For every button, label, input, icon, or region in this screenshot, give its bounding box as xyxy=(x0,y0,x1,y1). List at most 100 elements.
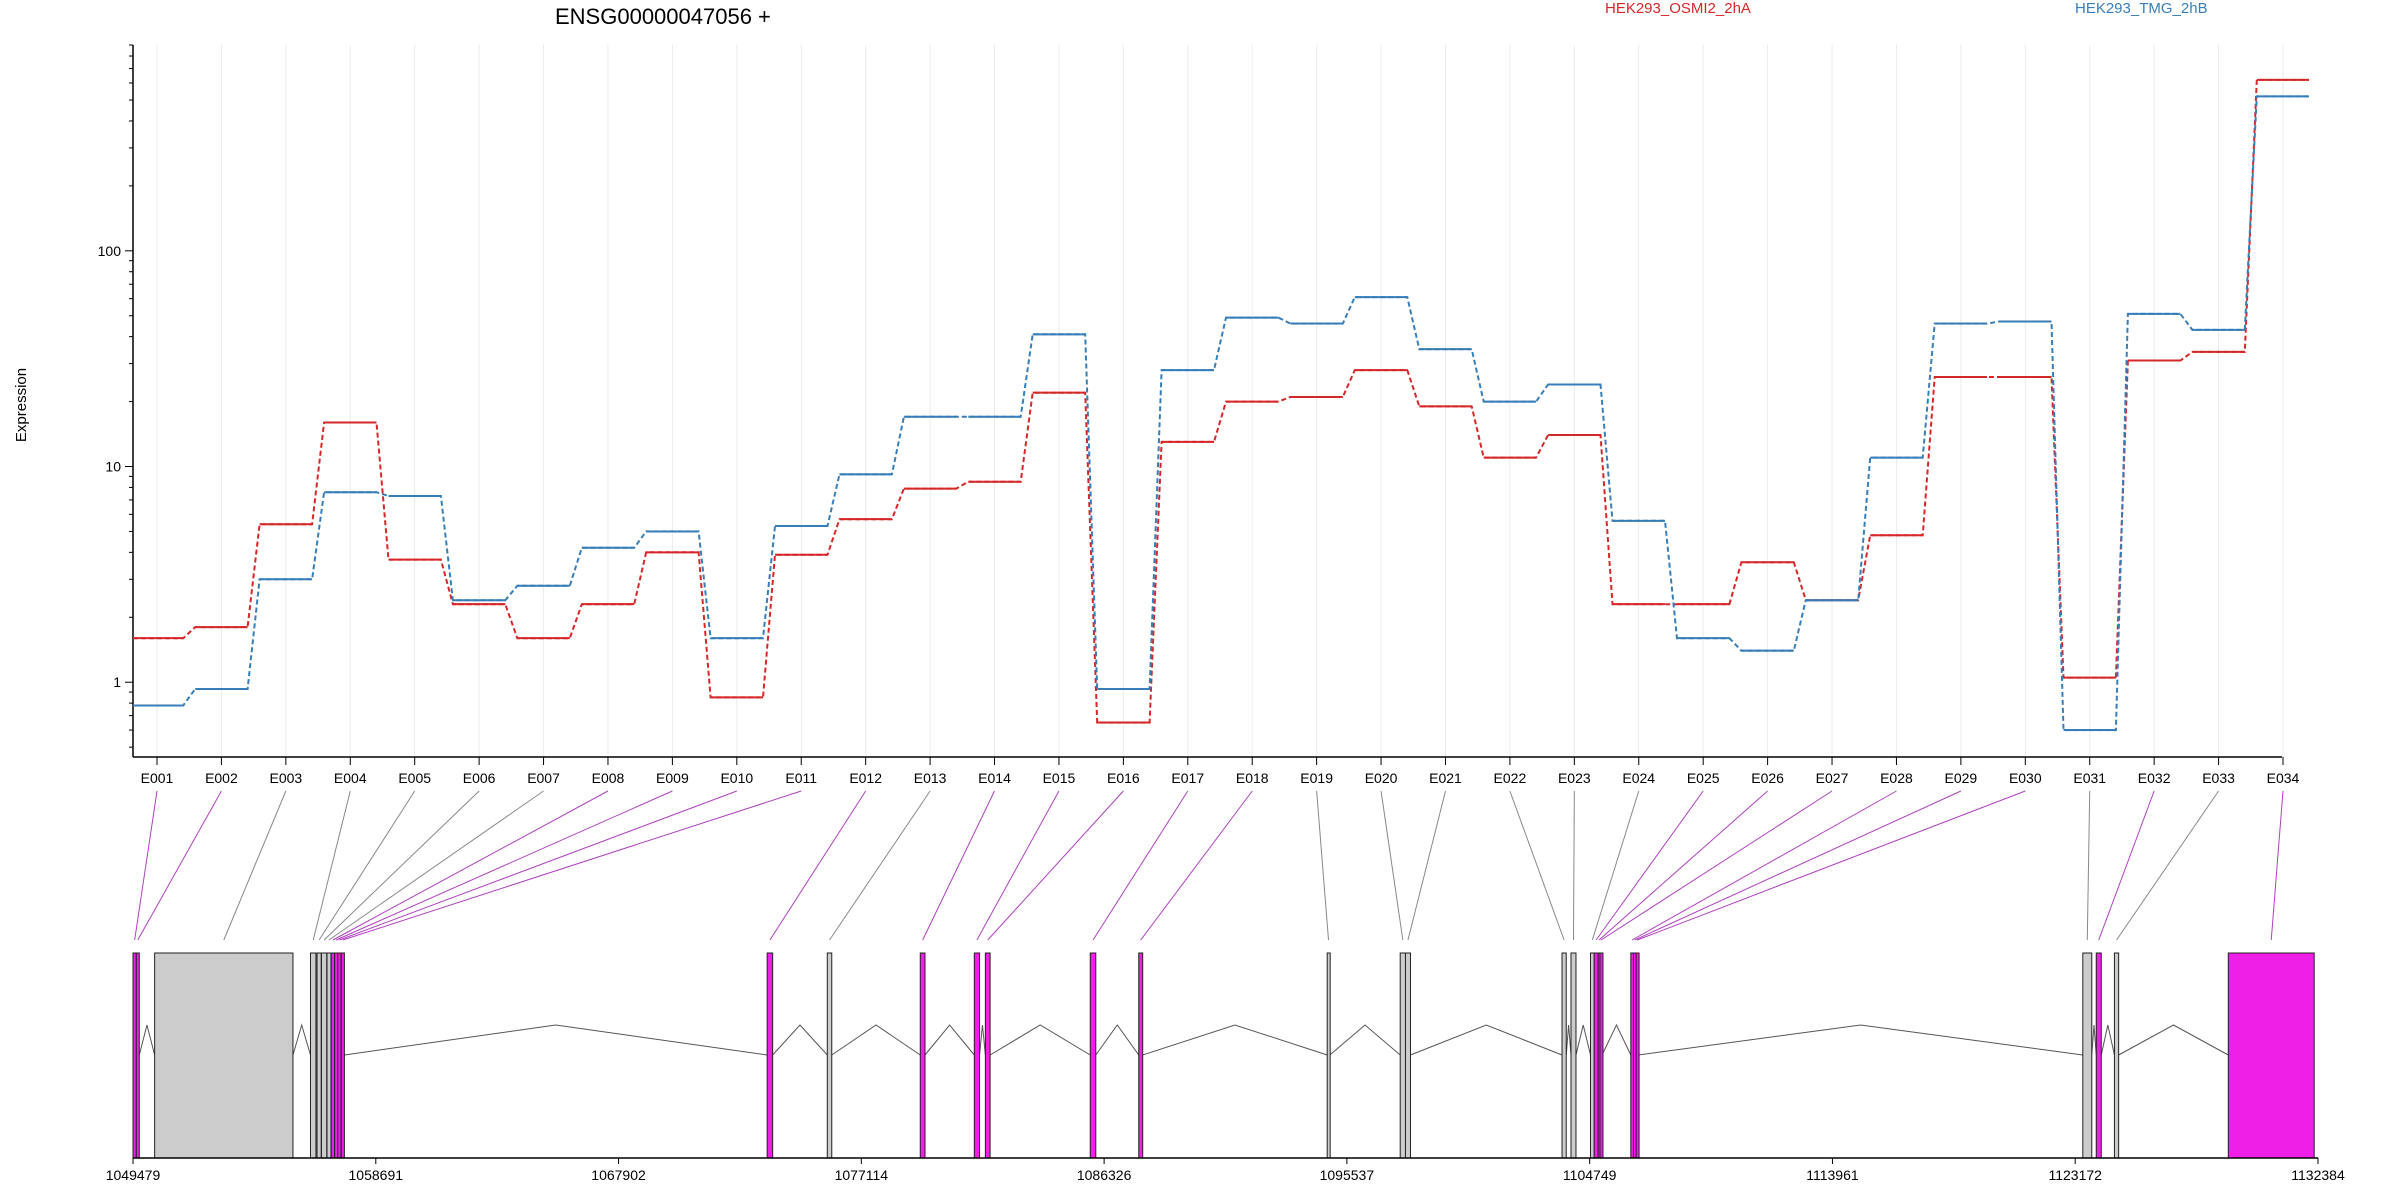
connector-line xyxy=(312,790,351,941)
exon-tick-labels: E001 E002 E003 E004 E005 E006 E007 E008 E009 E010… xyxy=(141,757,2300,786)
coord-tick-label: 1113961 xyxy=(1806,1167,1859,1183)
connector-line xyxy=(134,790,158,941)
connector-line xyxy=(1140,790,1253,941)
exon-box-E024 xyxy=(1589,952,1595,1159)
x-tick-label: E029 xyxy=(1945,770,1978,786)
x-tick-label: E012 xyxy=(849,770,882,786)
x-tick-label: E015 xyxy=(1043,770,1076,786)
intron-line xyxy=(1142,1024,1328,1056)
vertical-gridlines xyxy=(156,45,2284,757)
intron-line xyxy=(1565,1024,1572,1056)
series-line-1 xyxy=(133,95,2309,732)
connector-line xyxy=(1591,790,1640,941)
exon-box-E031 xyxy=(2082,952,2093,1159)
connector-line xyxy=(2116,790,2219,941)
x-tick-label: E028 xyxy=(1880,770,1913,786)
connector-line xyxy=(2086,790,2091,941)
axes: 1 10 100 xyxy=(98,44,2282,758)
exon-box-E027 xyxy=(1599,952,1604,1159)
x-tick-label: E026 xyxy=(1751,770,1784,786)
x-tick-label: E033 xyxy=(2202,770,2235,786)
connector-line xyxy=(1572,790,1575,941)
connector-line xyxy=(769,790,867,941)
connector-line xyxy=(1509,790,1565,941)
exon-box-E013 xyxy=(826,952,833,1159)
connector-line xyxy=(1407,790,1446,941)
x-tick-label: E007 xyxy=(527,770,560,786)
exon-box-E003 xyxy=(154,952,294,1159)
intron-line xyxy=(1638,1024,2083,1056)
coord-tick-label: 1104749 xyxy=(1563,1167,1617,1183)
intron-line xyxy=(2118,1024,2229,1056)
connector-line xyxy=(223,790,287,941)
exon-connector-lines xyxy=(134,790,2284,941)
connector-line xyxy=(336,790,673,941)
x-tick-label: E001 xyxy=(141,770,174,786)
y-tick-label: 100 xyxy=(98,243,122,259)
connector-line xyxy=(342,790,802,941)
connector-line xyxy=(318,790,416,941)
connector-line xyxy=(1380,790,1404,941)
exon-box-E010 xyxy=(337,952,342,1159)
coord-tick-label: 1123172 xyxy=(2048,1167,2102,1183)
connector-line xyxy=(922,790,995,941)
intron-line xyxy=(772,1024,828,1056)
x-tick-label: E024 xyxy=(1622,770,1655,786)
x-tick-label: E011 xyxy=(785,770,817,786)
intron-line xyxy=(1095,1024,1140,1056)
coord-tick-label: 1058691 xyxy=(349,1167,404,1183)
exon-box-E002 xyxy=(135,952,140,1159)
exon-box-E012 xyxy=(766,952,774,1159)
connector-line xyxy=(1595,790,1704,941)
exon-box-E016 xyxy=(984,952,991,1159)
connector-line xyxy=(1316,790,1330,941)
legend-entry-tmg: HEK293_TMG_2hB xyxy=(2075,0,2208,17)
intron-line xyxy=(979,1024,986,1056)
x-tick-label: E016 xyxy=(1107,770,1140,786)
exon-box-E023 xyxy=(1570,952,1577,1159)
x-tick-label: E032 xyxy=(2138,770,2171,786)
x-tick-label: E010 xyxy=(720,770,753,786)
x-tick-label: E027 xyxy=(1816,770,1849,786)
connector-line xyxy=(328,790,544,941)
gene-model xyxy=(132,952,2315,1159)
legend-entry-osmi2: HEK293_OSMI2_2hA xyxy=(1605,0,1751,17)
connector-line xyxy=(976,790,1060,941)
x-tick-label: E030 xyxy=(2009,770,2042,786)
connector-line xyxy=(332,790,609,941)
gene-title: ENSG00000047056 + xyxy=(555,4,771,29)
intron-line xyxy=(989,1024,1091,1056)
genomic-coordinate-axis: 1049479 1058691 1067902 1077114 1086326 10955… xyxy=(106,1157,2345,1183)
expression-series xyxy=(133,78,2309,732)
connector-line xyxy=(1600,790,1833,941)
intron-line xyxy=(924,1024,975,1056)
exon-box-E030 xyxy=(1635,952,1640,1159)
intron-line xyxy=(138,1024,156,1056)
x-tick-label: E034 xyxy=(2267,770,2300,786)
x-tick-label: E004 xyxy=(334,770,367,786)
intron-line xyxy=(344,1024,768,1056)
x-tick-label: E025 xyxy=(1687,770,1720,786)
exon-box-E032 xyxy=(2095,952,2102,1159)
x-tick-label: E022 xyxy=(1494,770,1527,786)
coord-tick-label: 1049479 xyxy=(106,1167,161,1183)
intron-line xyxy=(1601,1023,1632,1056)
x-tick-label: E009 xyxy=(656,770,689,786)
intron-line xyxy=(1329,1024,1401,1056)
exon-box-E015 xyxy=(973,952,981,1159)
exon-box-E020 xyxy=(1399,952,1406,1159)
coord-tick-label: 1086326 xyxy=(1077,1167,1132,1183)
exon-box-E025 xyxy=(1593,952,1599,1159)
intron-line xyxy=(2100,1024,2115,1056)
coord-tick-label: 1095537 xyxy=(1320,1167,1375,1183)
exon-box-E006 xyxy=(320,952,328,1159)
y-tick-label: 1 xyxy=(113,674,121,690)
coord-tick-label: 1077114 xyxy=(835,1167,889,1183)
connector-line xyxy=(1598,790,1768,941)
x-tick-label: E003 xyxy=(269,770,302,786)
connector-line xyxy=(1637,790,2026,941)
exon-box-E011 xyxy=(340,952,345,1159)
connector-line xyxy=(829,790,931,941)
exon-box-E021 xyxy=(1404,952,1411,1159)
